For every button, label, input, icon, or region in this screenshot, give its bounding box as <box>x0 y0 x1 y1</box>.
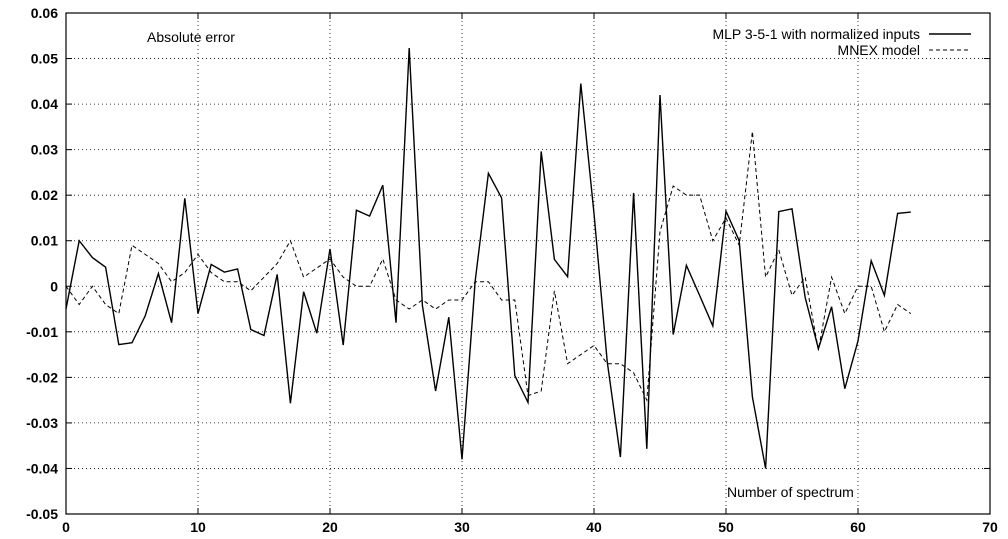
y-tick-label: 0.06 <box>31 5 58 21</box>
y-tick-label: 0 <box>50 278 58 294</box>
x-tick-label: 0 <box>62 519 70 535</box>
y-tick-label: 0.03 <box>31 142 58 158</box>
y-tick-label: -0.05 <box>26 506 58 522</box>
series-line-mnex <box>65 131 912 403</box>
y-tick-label: -0.02 <box>26 369 58 385</box>
y-tick-label: -0.03 <box>26 415 58 431</box>
x-tick-label: 30 <box>454 519 470 535</box>
x-tick-label: 10 <box>190 519 206 535</box>
series-line-mlp <box>65 48 911 469</box>
x-tick-label: 70 <box>982 519 998 535</box>
x-tick-label: 40 <box>586 519 602 535</box>
grid <box>66 13 990 514</box>
y-tick-label: -0.04 <box>26 460 58 476</box>
plot-frame <box>65 12 991 515</box>
tick-marks <box>65 12 991 515</box>
x-tick-label: 20 <box>322 519 338 535</box>
tick-labels: 0 10 20 30 40 50 60 70 -0.05 -0.04 -0.03 -0.02 -0.01… <box>26 5 998 535</box>
y-tick-label: 0.04 <box>31 96 58 112</box>
y-tick-label: 0.05 <box>31 51 58 67</box>
series-layer <box>65 48 912 469</box>
y-tick-label: -0.01 <box>26 324 58 340</box>
x-tick-label: 50 <box>718 519 734 535</box>
annotation-label: Absolute error <box>147 29 235 45</box>
y-tick-label: 0.02 <box>31 187 58 203</box>
x-axis-label: Number of spectrum <box>727 484 854 500</box>
legend-label: MNEX model <box>838 42 920 58</box>
y-tick-label: 0.01 <box>31 233 58 249</box>
x-tick-label: 60 <box>850 519 866 535</box>
legend-label: MLP 3-5-1 with normalized inputs <box>712 26 920 42</box>
